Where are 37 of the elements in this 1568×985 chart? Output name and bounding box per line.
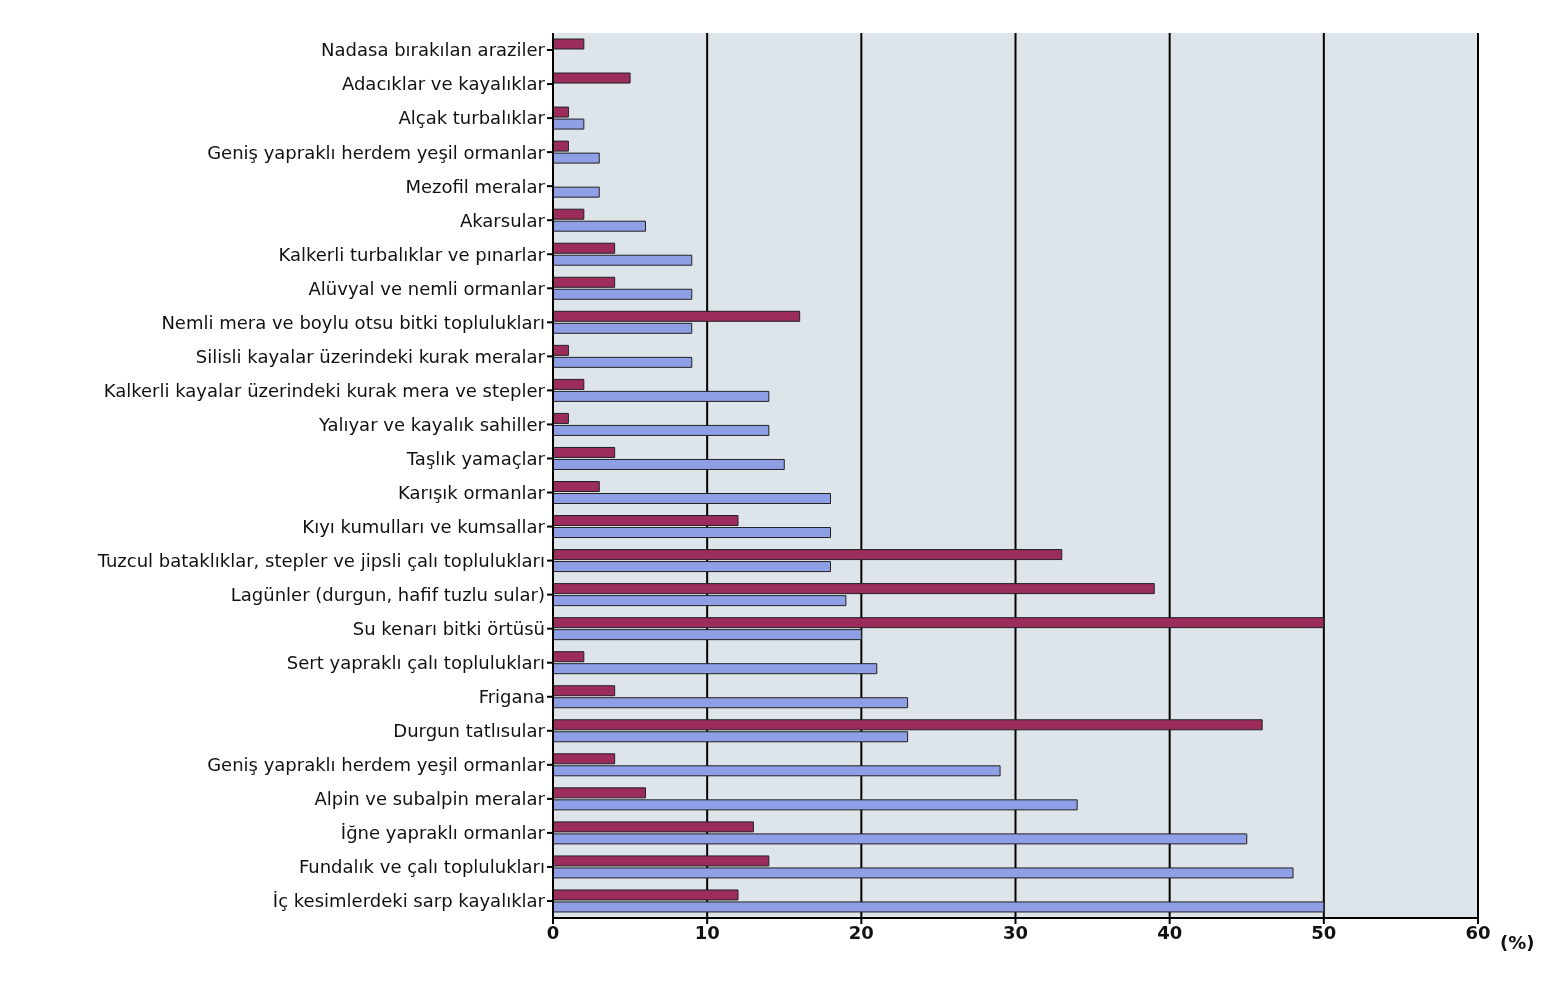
y-tick-label: Kalkerli turbalıklar ve pınarlar	[278, 243, 546, 265]
y-tick-label: Frigana	[478, 686, 545, 708]
y-tick-label: Kıyı kumulları ve kumsallar	[302, 515, 546, 537]
bar	[553, 186, 600, 198]
x-tick-label: 0	[546, 921, 560, 943]
x-tick-label: 20	[848, 921, 874, 943]
y-tick-label: Akarsular	[459, 209, 546, 231]
y-tick-label: Karışık ormanlar	[398, 481, 546, 503]
y-tick-label: Nadasa bırakılan araziler	[321, 39, 546, 61]
y-tick-label: İç kesimlerdeki sarp kayalıklar	[272, 890, 546, 912]
bar	[553, 72, 631, 84]
x-tick-label: 60	[1465, 921, 1491, 943]
y-tick-label: Durgun tatlısular	[393, 720, 546, 742]
x-axis-title: (%)	[1500, 932, 1535, 954]
y-tick-label: Fundalık ve çalı toplulukları	[298, 856, 545, 878]
y-tick-label: Mezofil meralar	[405, 175, 546, 197]
y-tick-label: Sert yapraklı çalı toplulukları	[286, 652, 545, 674]
y-tick-label: Alçak turbalıklar	[398, 107, 546, 129]
y-tick-label: Kalkerli kayalar üzerindeki kurak mera ve stepler	[103, 379, 546, 401]
y-tick-label: Lagünler (durgun, hafif tuzlu sular)	[230, 584, 545, 606]
y-tick-label: Nemli mera ve boylu otsu bitki toplulukları	[161, 311, 545, 333]
x-tick-label: 40	[1157, 921, 1183, 943]
y-tick-label: Adacıklar ve kayalıklar	[341, 73, 546, 95]
y-tick-label: Su kenarı bitki örtüsü	[352, 618, 545, 640]
bar	[553, 38, 585, 50]
y-tick-label: İğne yapraklı ormanlar	[340, 822, 546, 844]
y-tick-label: Yalıyar ve kayalık sahiller	[317, 413, 546, 435]
x-tick-label: 30	[1002, 921, 1029, 943]
y-tick-label: Alüvyal ve nemli ormanlar	[308, 277, 546, 299]
y-tick-label: Alpin ve subalpin meralar	[314, 788, 546, 810]
x-tick-label: 50	[1311, 921, 1337, 943]
y-tick-label: Taşlık yamaçlar	[405, 447, 546, 469]
y-tick-label: Geniş yapraklı herdem yeşil ormanlar	[207, 754, 546, 776]
y-tick-label: Geniş yapraklı herdem yeşil ormanlar	[207, 141, 546, 163]
y-tick-label: Silisli kayalar üzerindeki kurak meralar	[195, 345, 546, 367]
y-tick-label: Tuzcul bataklıklar, stepler ve jipsli çalı toplulukları	[96, 549, 545, 571]
x-tick-label: 10	[694, 921, 720, 943]
